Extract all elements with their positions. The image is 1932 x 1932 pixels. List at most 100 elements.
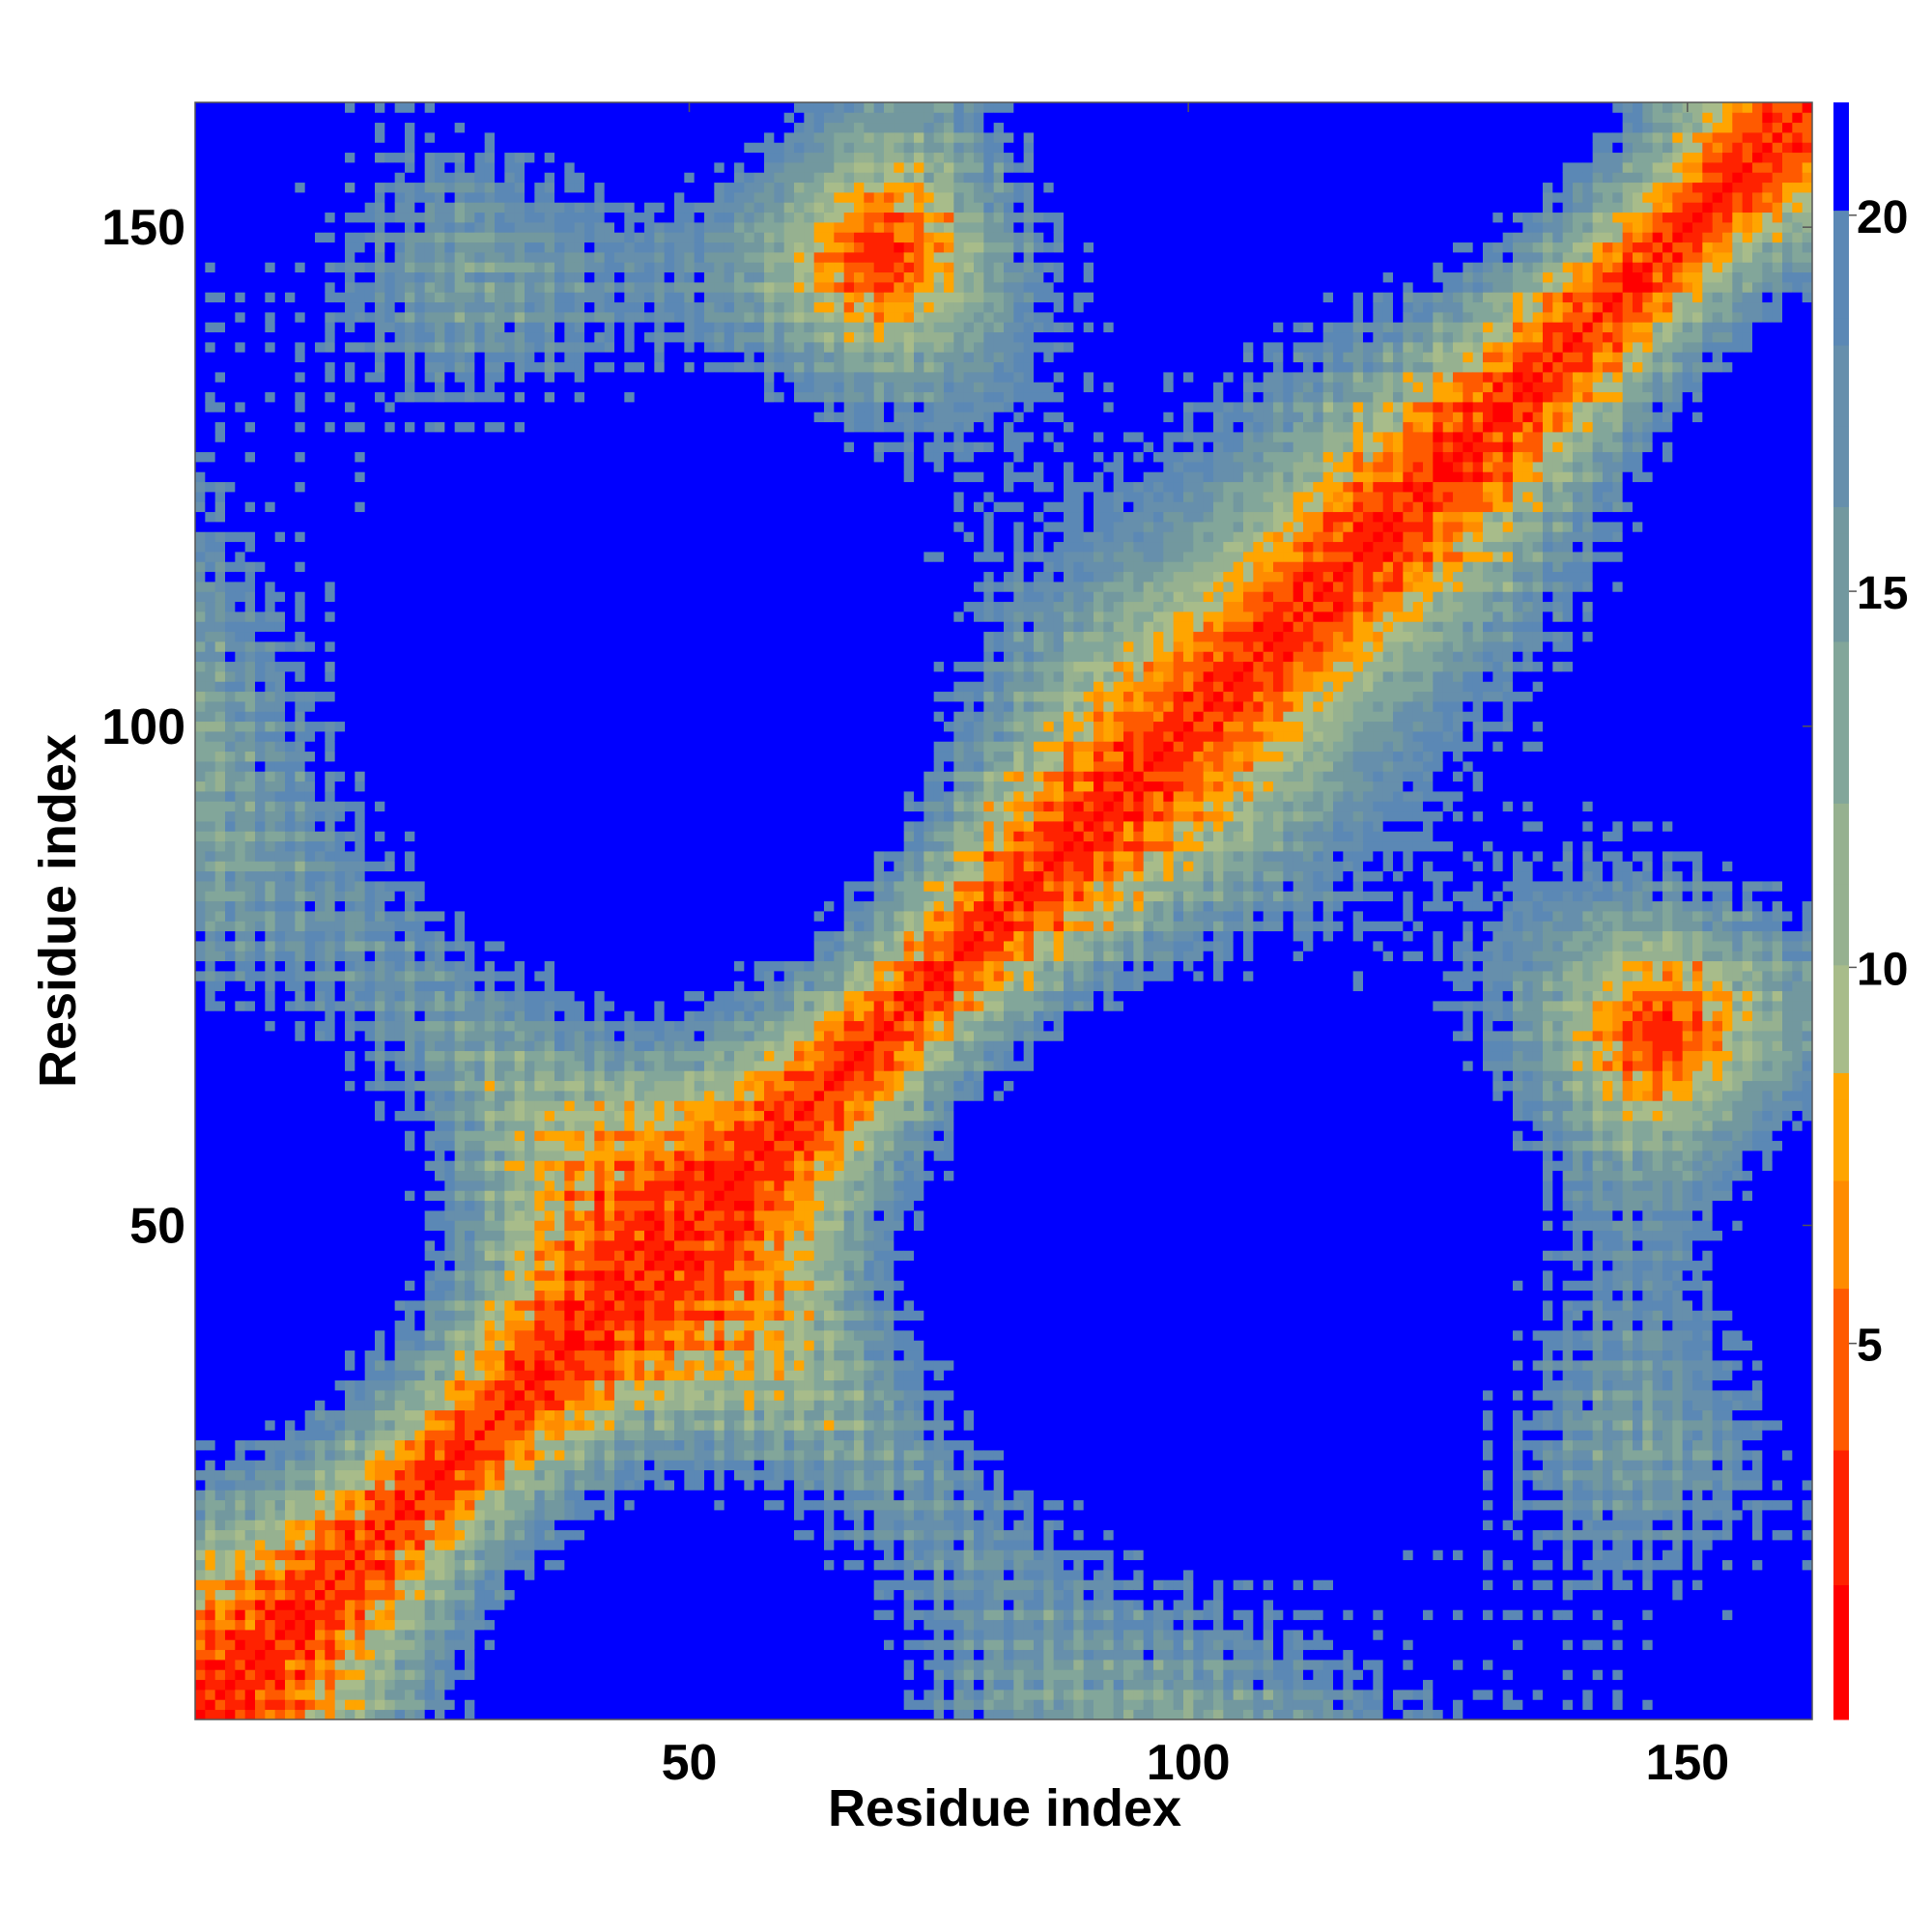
heatmap-cell [275, 1130, 286, 1141]
heatmap-cell [275, 811, 286, 822]
heatmap-cell [195, 611, 206, 622]
heatmap-cell [345, 1330, 355, 1341]
heatmap-cell [414, 602, 425, 612]
heatmap-cell [444, 522, 455, 532]
heatmap-cell [405, 722, 415, 732]
heatmap-cell [485, 1440, 496, 1451]
heatmap-cell [384, 1450, 395, 1461]
heatmap-cell [335, 1240, 346, 1251]
heatmap-cell [195, 1001, 206, 1011]
heatmap-cell [485, 262, 496, 272]
heatmap-cell [384, 482, 395, 493]
heatmap-cell [255, 1560, 266, 1571]
heatmap-cell [414, 522, 425, 532]
heatmap-cell [215, 851, 226, 862]
heatmap-cell [285, 701, 296, 712]
heatmap-cell [495, 641, 505, 652]
heatmap-cell [435, 432, 445, 442]
heatmap-cell [235, 153, 245, 163]
heatmap-cell [225, 941, 236, 952]
heatmap-cell [305, 252, 316, 263]
heatmap-cell [315, 531, 326, 542]
heatmap-cell [365, 1100, 376, 1111]
heatmap-cell [225, 1190, 236, 1201]
heatmap-cell [395, 901, 406, 912]
heatmap-cell [395, 462, 406, 472]
heatmap-cell [435, 991, 445, 1002]
heatmap-cell [285, 591, 296, 602]
heatmap-cell [235, 332, 245, 343]
heatmap-cell [414, 1091, 425, 1101]
heatmap-cell [345, 153, 355, 163]
heatmap-cell [455, 112, 466, 123]
heatmap-cell [465, 971, 475, 981]
heatmap-cell [315, 1330, 326, 1341]
heatmap-cell [355, 821, 365, 832]
heatmap-cell [485, 1010, 496, 1021]
heatmap-cell [275, 312, 286, 323]
heatmap-cell [305, 621, 316, 632]
heatmap-cell [305, 1280, 316, 1291]
heatmap-cell [285, 392, 296, 403]
heatmap-cell [495, 1300, 505, 1311]
heatmap-cell [345, 761, 355, 772]
heatmap-cell [215, 1021, 226, 1032]
heatmap-cell [215, 392, 226, 403]
heatmap-cell [285, 1410, 296, 1421]
heatmap-cell [365, 1579, 376, 1590]
heatmap-cell [414, 552, 425, 562]
heatmap-cell [275, 162, 286, 173]
heatmap-cell [474, 1600, 485, 1610]
heatmap-cell [225, 1021, 236, 1032]
heatmap-cell [275, 1410, 286, 1421]
heatmap-cell [345, 412, 355, 422]
heatmap-cell [395, 312, 406, 323]
heatmap-cell [215, 402, 226, 412]
heatmap-cell [435, 123, 445, 133]
heatmap-cell [395, 1410, 406, 1421]
heatmap-cell [414, 322, 425, 332]
heatmap-cell [395, 692, 406, 702]
heatmap-cell [365, 282, 376, 293]
heatmap-cell [384, 761, 395, 772]
heatmap-cell [205, 1070, 215, 1081]
heatmap-cell [235, 102, 245, 113]
heatmap-cell [295, 591, 305, 602]
heatmap-cell [285, 222, 296, 233]
heatmap-cell [325, 242, 335, 253]
heatmap-cell [345, 561, 355, 572]
heatmap-cell [215, 811, 226, 822]
heatmap-cell [444, 1220, 455, 1231]
heatmap-cell [465, 162, 475, 173]
heatmap-cell [345, 312, 355, 323]
heatmap-cell [275, 1390, 286, 1401]
heatmap-cell [265, 252, 275, 263]
heatmap-cell [325, 681, 335, 692]
heatmap-cell [414, 941, 425, 952]
heatmap-cell [295, 641, 305, 652]
heatmap-cell [245, 1579, 256, 1590]
heatmap-cell [285, 1530, 296, 1541]
heatmap-cell [365, 262, 376, 272]
heatmap-cell [335, 1220, 346, 1231]
heatmap-cell [235, 731, 245, 742]
heatmap-cell [205, 1620, 215, 1631]
heatmap-cell [265, 1141, 275, 1151]
heatmap-cell [235, 412, 245, 422]
heatmap-cell [205, 501, 215, 512]
heatmap-cell [305, 1141, 316, 1151]
heatmap-cell [205, 1639, 215, 1650]
heatmap-cell [435, 1470, 445, 1481]
heatmap-cell [255, 232, 266, 242]
heatmap-cell [325, 1021, 335, 1032]
heatmap-cell [255, 1231, 266, 1241]
heatmap-cell [485, 123, 496, 133]
heatmap-cell [414, 372, 425, 383]
heatmap-cell [435, 1710, 445, 1720]
heatmap-cell [474, 741, 485, 752]
heatmap-cell [455, 1609, 466, 1620]
heatmap-cell [215, 153, 226, 163]
heatmap-cell [315, 1171, 326, 1181]
heatmap-cell [225, 1570, 236, 1580]
heatmap-cell [315, 921, 326, 931]
